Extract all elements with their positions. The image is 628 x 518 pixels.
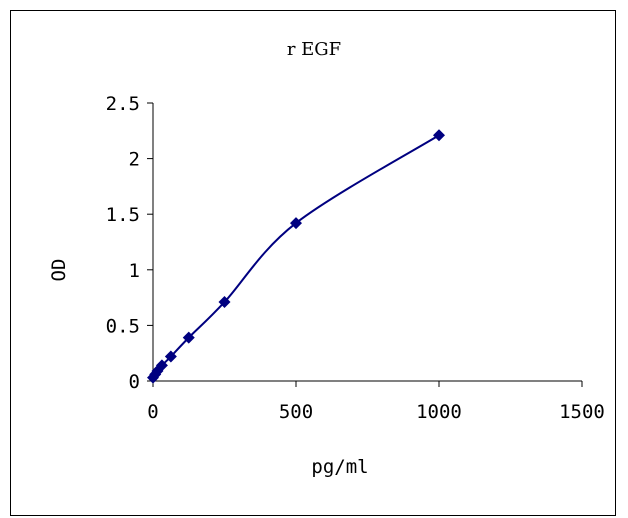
- x-axis-label: pg/ml: [311, 456, 368, 478]
- x-axis-ticks: 0 500 1000 1500: [147, 381, 605, 423]
- y-tick-label: 2: [129, 149, 140, 171]
- chart-frame: [10, 10, 616, 516]
- data-point-marker: [218, 296, 231, 309]
- y-axis-ticks: 0 0.5 1 1.5 2 2.5: [106, 93, 153, 393]
- y-tick-label: 0: [129, 371, 140, 393]
- y-tick-label: 0.5: [106, 315, 140, 337]
- data-point-marker: [155, 359, 168, 372]
- data-point-marker: [433, 129, 445, 142]
- y-axis-label: OD: [48, 259, 70, 282]
- data-points: [147, 129, 445, 384]
- data-point-marker: [182, 331, 195, 344]
- chart-title: r EGF: [287, 39, 341, 60]
- x-tick-label: 1000: [416, 401, 462, 423]
- data-point-marker: [290, 217, 302, 230]
- x-tick-label: 500: [279, 401, 313, 423]
- x-tick-label: 0: [147, 401, 158, 423]
- y-tick-label: 2.5: [106, 93, 140, 115]
- y-tick-label: 1: [129, 260, 140, 282]
- y-tick-label: 1.5: [106, 204, 140, 226]
- series-curve: [152, 134, 440, 379]
- x-tick-label: 1500: [559, 401, 605, 423]
- data-point-marker: [164, 350, 177, 363]
